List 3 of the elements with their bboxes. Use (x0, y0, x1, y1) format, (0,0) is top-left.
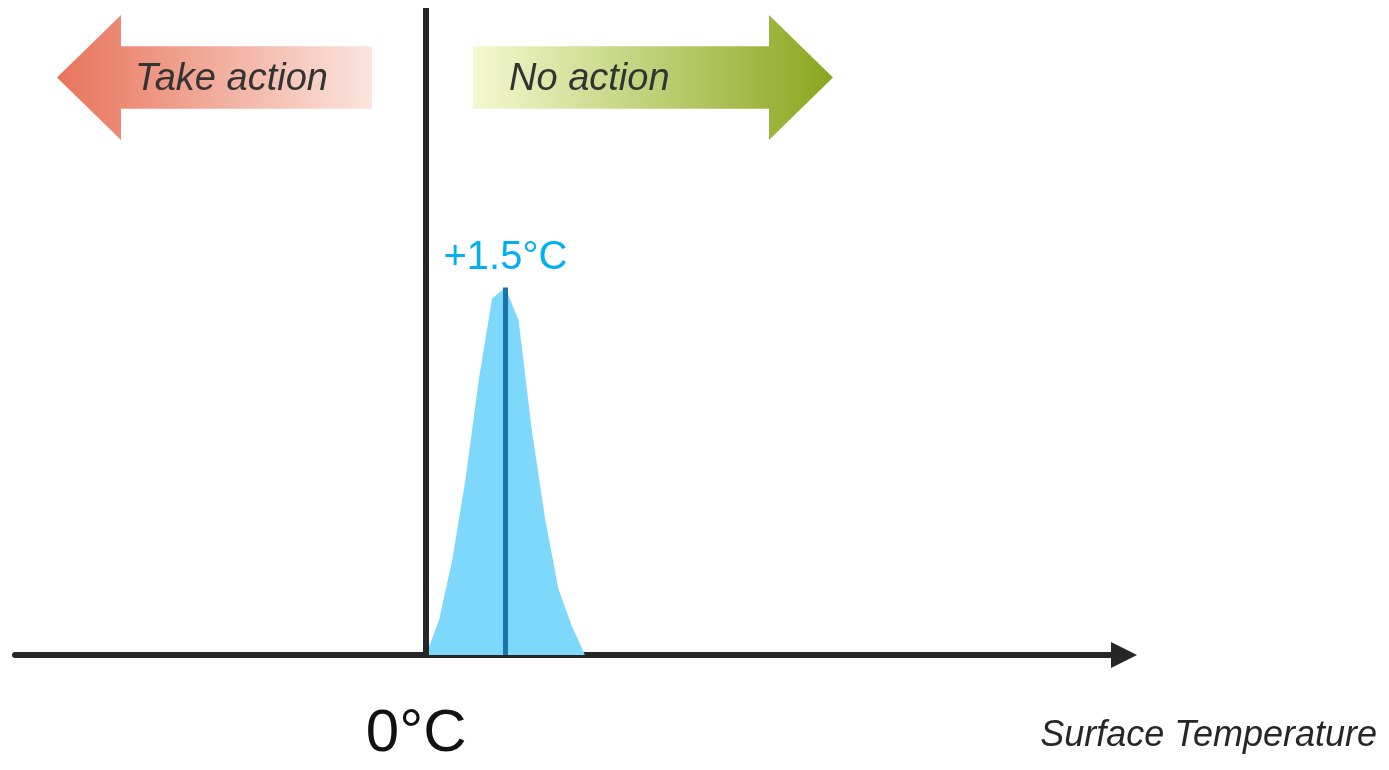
text: 0°C (365, 696, 467, 764)
x-axis-title: Surface Temperature (1040, 712, 1377, 754)
annotation: +1.5°C (443, 233, 568, 278)
